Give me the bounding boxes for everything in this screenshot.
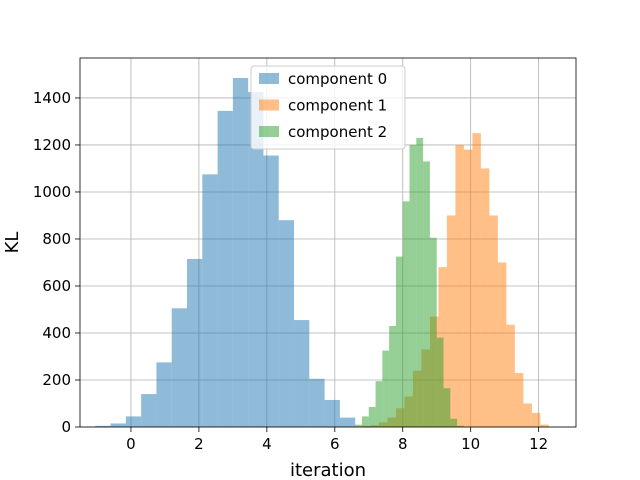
y-axis-label: KL bbox=[2, 232, 23, 254]
histogram-bar bbox=[540, 424, 549, 427]
histogram-bar bbox=[324, 399, 340, 427]
y-tick-label: 800 bbox=[42, 230, 71, 248]
histogram-bar bbox=[217, 110, 233, 427]
histogram-bar bbox=[125, 416, 142, 427]
histogram-bar bbox=[455, 144, 464, 427]
histogram-bar bbox=[355, 424, 362, 427]
histogram-bar bbox=[523, 403, 532, 427]
legend: component 0 component 1 component 2 bbox=[250, 65, 406, 150]
x-tick-label: 4 bbox=[262, 435, 272, 453]
histogram-bar bbox=[443, 388, 451, 427]
histogram-bar bbox=[429, 237, 437, 427]
histogram-bar bbox=[232, 77, 249, 427]
histogram-bar bbox=[187, 258, 203, 427]
histogram-bar bbox=[472, 133, 481, 427]
series-0-bars bbox=[95, 77, 356, 428]
histogram-bar bbox=[446, 215, 456, 427]
histogram-bars bbox=[95, 77, 549, 428]
histogram-bar bbox=[497, 262, 507, 427]
x-tick-label: 0 bbox=[126, 435, 136, 453]
legend-item: component 0 bbox=[259, 70, 387, 88]
legend-label: component 1 bbox=[288, 97, 387, 115]
histogram-bar bbox=[339, 417, 356, 427]
x-tick-label: 10 bbox=[461, 435, 480, 453]
x-tick-label: 12 bbox=[529, 435, 548, 453]
histogram-bar bbox=[156, 362, 172, 427]
legend-box bbox=[250, 65, 406, 150]
histogram-bar bbox=[95, 425, 111, 427]
histogram-bar bbox=[278, 220, 295, 427]
histogram-bar bbox=[506, 324, 515, 427]
histogram-bar bbox=[436, 337, 444, 427]
axis-ticks: 0 2 4 6 8 10 12 0 200 400 600 800 1000 1200 1400 bbox=[33, 89, 548, 453]
legend-swatch bbox=[259, 126, 279, 137]
x-tick-label: 6 bbox=[330, 435, 340, 453]
histogram-bar bbox=[514, 372, 524, 427]
x-tick-label: 8 bbox=[398, 435, 408, 453]
legend-item: component 2 bbox=[259, 123, 387, 141]
legend-swatch bbox=[259, 99, 279, 111]
y-tick-label: 200 bbox=[42, 371, 71, 389]
y-tick-label: 1400 bbox=[33, 89, 71, 107]
histogram-bar bbox=[389, 325, 396, 427]
histogram-bar bbox=[409, 144, 417, 427]
legend-item: component 1 bbox=[259, 97, 387, 115]
histogram-bar bbox=[450, 418, 458, 427]
histogram-bar bbox=[382, 350, 390, 427]
histogram-bar bbox=[480, 168, 490, 427]
histogram-bar bbox=[489, 215, 498, 427]
histogram-bar bbox=[531, 412, 541, 427]
histogram-bar bbox=[423, 161, 430, 428]
legend-label: component 2 bbox=[288, 123, 387, 141]
x-axis-label: iteration bbox=[290, 460, 366, 480]
histogram-bar bbox=[202, 174, 218, 427]
histogram-bar bbox=[402, 201, 410, 427]
y-tick-label: 600 bbox=[42, 277, 71, 295]
histogram-bar bbox=[416, 137, 424, 427]
histogram-bar bbox=[395, 256, 403, 427]
histogram-bar bbox=[309, 378, 325, 427]
histogram-bar bbox=[294, 320, 310, 427]
histogram-bar bbox=[248, 92, 264, 427]
series-2-bars bbox=[348, 137, 464, 428]
histogram-bar bbox=[171, 308, 188, 427]
y-tick-label: 1200 bbox=[33, 136, 71, 154]
histogram-bar bbox=[368, 407, 376, 427]
y-tick-label: 400 bbox=[42, 324, 71, 342]
series-1-bars bbox=[341, 133, 549, 427]
plot-frame bbox=[79, 57, 577, 428]
histogram-bar bbox=[263, 155, 279, 428]
legend-swatch bbox=[259, 73, 279, 84]
histogram-bar bbox=[463, 149, 473, 427]
x-tick-label: 2 bbox=[194, 435, 204, 453]
histogram-bar bbox=[141, 394, 157, 427]
histogram-bar bbox=[110, 423, 126, 427]
y-tick-label: 0 bbox=[61, 418, 71, 436]
y-tick-label: 1000 bbox=[33, 183, 71, 201]
histogram-bar bbox=[375, 381, 383, 427]
legend-label: component 0 bbox=[288, 70, 387, 88]
histogram-bar bbox=[361, 416, 369, 427]
histogram-bar bbox=[457, 425, 464, 427]
